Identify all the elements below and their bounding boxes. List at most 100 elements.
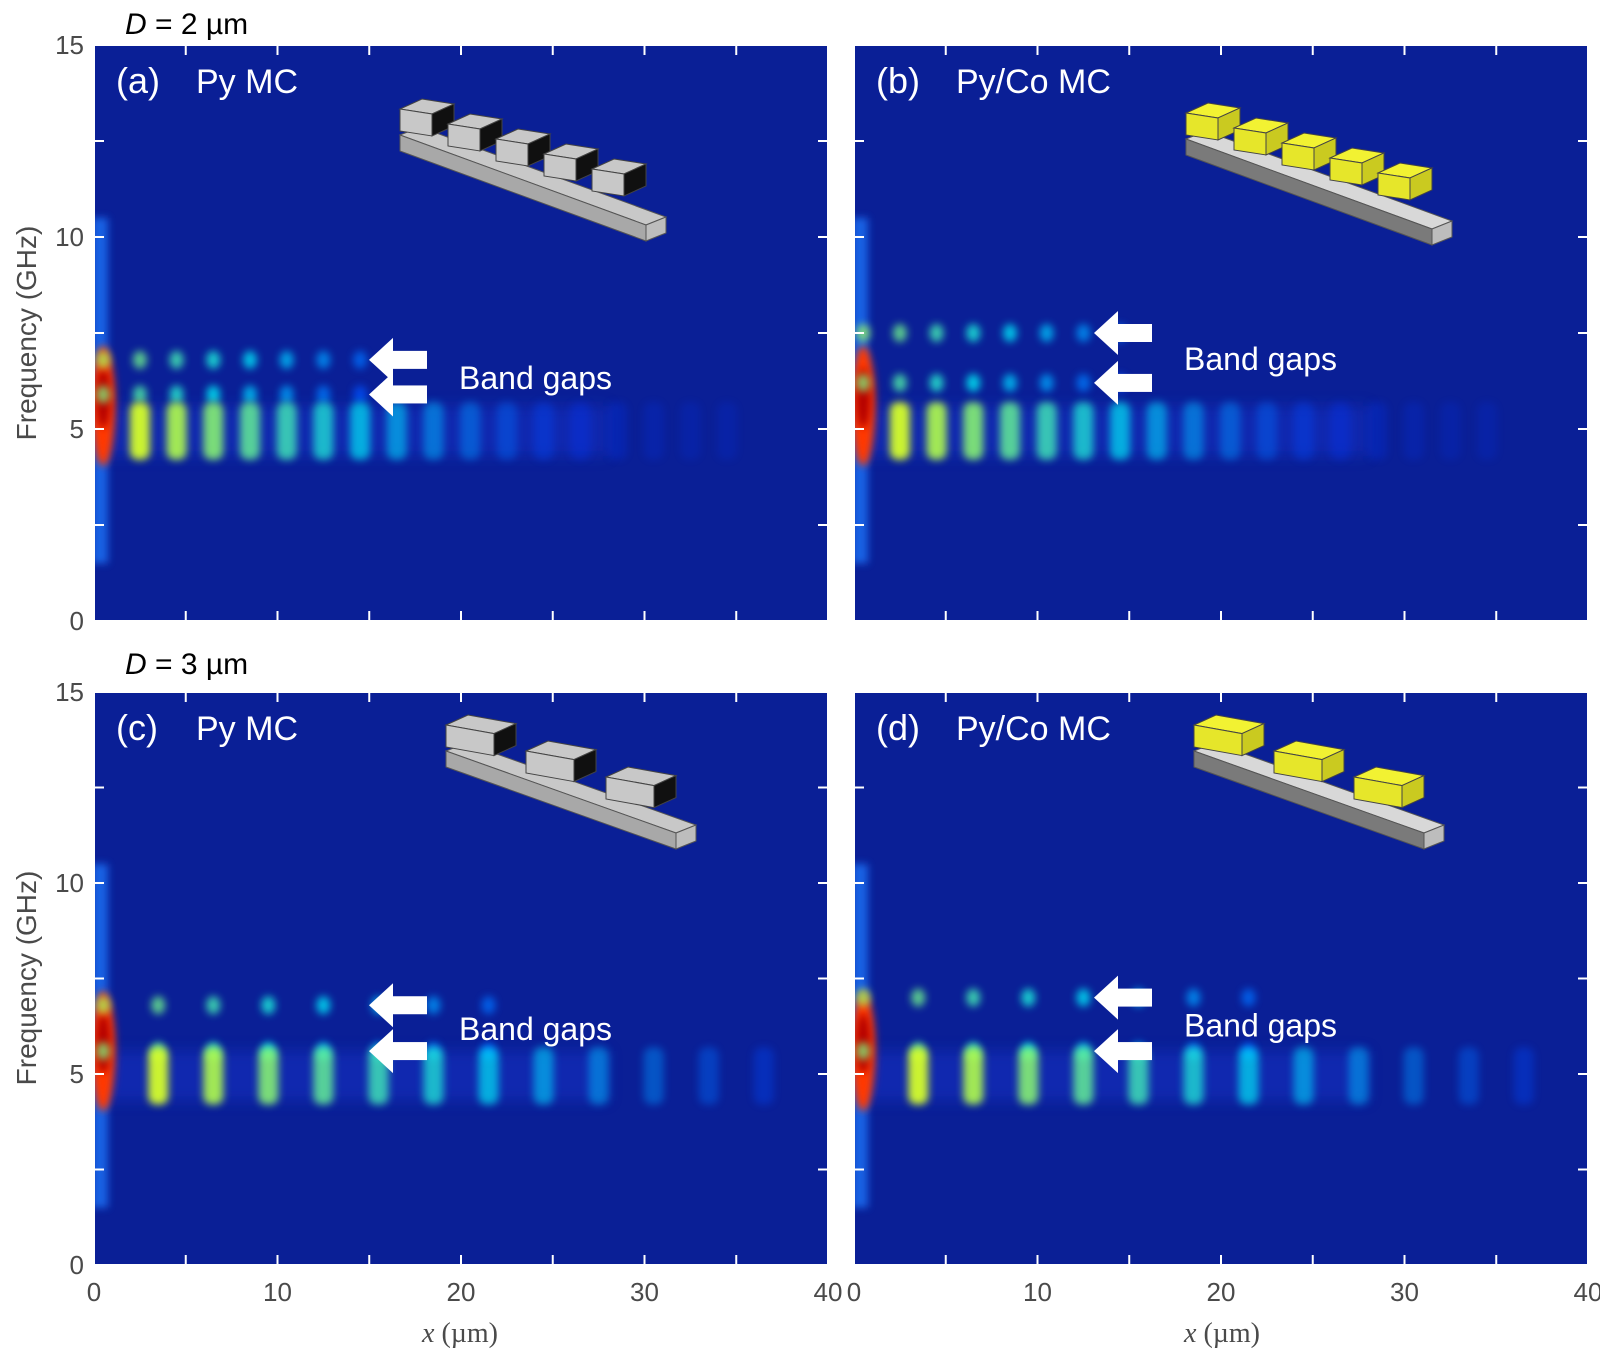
panel-label: Py MC bbox=[196, 63, 298, 101]
harmonic-spot bbox=[1076, 324, 1091, 342]
x-tick-label: 30 bbox=[1390, 1277, 1419, 1307]
sample-illustration bbox=[1184, 102, 1454, 246]
band-peak bbox=[1348, 1047, 1369, 1105]
harmonic-spot bbox=[279, 385, 294, 404]
band-gaps-annotation: Band gaps bbox=[1184, 341, 1337, 377]
harmonic-spot bbox=[856, 1042, 871, 1061]
band-peak bbox=[148, 1047, 169, 1105]
panel-letter: (c) bbox=[116, 707, 158, 748]
band-peak bbox=[606, 402, 627, 460]
plot-area bbox=[94, 692, 828, 1265]
x-axis-var-right: x bbox=[1183, 1318, 1197, 1349]
harmonic-spot bbox=[929, 373, 944, 392]
y-tick-label: 15 bbox=[55, 30, 84, 60]
panel-letter: (b) bbox=[876, 60, 920, 101]
plot-area bbox=[854, 692, 1588, 1265]
band-peak bbox=[166, 402, 187, 460]
harmonic-spot bbox=[856, 373, 871, 392]
band-peak bbox=[1073, 1047, 1094, 1105]
band-peak bbox=[313, 1047, 334, 1105]
band-gap-arrow bbox=[369, 372, 427, 417]
band-peak bbox=[313, 402, 334, 460]
y-tick-label: 0 bbox=[70, 606, 84, 636]
band-gaps-annotation: Band gaps bbox=[459, 360, 612, 396]
harmonic-spot bbox=[261, 996, 276, 1015]
band-peak bbox=[1403, 402, 1424, 460]
sample-illustration bbox=[1192, 714, 1446, 850]
band-peak bbox=[999, 402, 1020, 460]
band-peak bbox=[203, 402, 224, 460]
x-tick-label: 10 bbox=[263, 1277, 292, 1307]
band-gap-arrow bbox=[369, 1029, 427, 1074]
band-peak bbox=[680, 402, 701, 460]
harmonic-spot bbox=[206, 996, 221, 1015]
panel-letter: (a) bbox=[116, 60, 160, 101]
band-peak bbox=[643, 402, 664, 460]
harmonic-spot bbox=[316, 385, 331, 404]
x-axis-var-left: x bbox=[421, 1318, 435, 1349]
harmonic-spot bbox=[966, 373, 981, 392]
band-peak bbox=[698, 1047, 719, 1105]
band-peak bbox=[926, 402, 947, 460]
harmonic-spot bbox=[206, 350, 221, 369]
band-peak bbox=[1220, 402, 1241, 460]
x-tick-label: 20 bbox=[447, 1277, 476, 1307]
y-tick-label: 0 bbox=[70, 1250, 84, 1280]
panel-d: 0 10 20 30 40 (d) Py/Co MC Band gaps bbox=[847, 691, 1600, 1307]
x-axis-label-left: x (µm) bbox=[421, 1318, 498, 1349]
band-glow bbox=[94, 1051, 608, 1101]
panel-label: Py/Co MC bbox=[956, 710, 1111, 748]
y-axis-label-bottom: Frequency (GHz) bbox=[11, 871, 42, 1086]
x-axis-unit-left: (µm) bbox=[441, 1318, 498, 1349]
harmonic-spot bbox=[1002, 324, 1017, 342]
band-peak bbox=[1238, 1047, 1259, 1105]
harmonic-spot bbox=[892, 373, 907, 392]
band-peak bbox=[1256, 402, 1277, 460]
x-axis-label-right: x (µm) bbox=[1183, 1318, 1260, 1349]
harmonic-spot bbox=[426, 996, 441, 1015]
band-peak bbox=[1366, 402, 1387, 460]
band-peak bbox=[1330, 402, 1351, 460]
harmonic-spot bbox=[481, 996, 496, 1015]
harmonic-spot bbox=[911, 988, 926, 1007]
band-peak bbox=[496, 402, 517, 460]
sample-illustration bbox=[444, 714, 698, 850]
band-peak bbox=[533, 402, 554, 460]
harmonic-spot bbox=[353, 385, 368, 404]
harmonic-spot bbox=[1039, 373, 1054, 392]
x-tick-label: 40 bbox=[1574, 1277, 1600, 1307]
y-tick-label: 5 bbox=[70, 414, 84, 444]
harmonic-spot bbox=[96, 996, 111, 1015]
band-gap-arrow bbox=[1094, 360, 1152, 405]
band-peak bbox=[478, 1047, 499, 1105]
x-tick-label: 0 bbox=[87, 1277, 101, 1307]
y-axis-label-top: Frequency (GHz) bbox=[11, 226, 42, 441]
band-peak bbox=[533, 1047, 554, 1105]
harmonic-spot bbox=[856, 988, 871, 1007]
panel-label: Py/Co MC bbox=[956, 63, 1111, 101]
band-gap-arrow bbox=[369, 983, 427, 1028]
band-gap-arrow bbox=[1094, 311, 1152, 355]
harmonic-spot bbox=[206, 385, 221, 404]
panel-a: 0 5 10 15 (a) Py MC Band gaps bbox=[55, 30, 829, 636]
x-tick-label: 30 bbox=[630, 1277, 659, 1307]
band-peak bbox=[570, 402, 591, 460]
x-tick-label: 40 bbox=[814, 1277, 843, 1307]
x-tick-label: 20 bbox=[1207, 1277, 1236, 1307]
band-gaps-annotation: Band gaps bbox=[1184, 1007, 1337, 1043]
harmonic-spot bbox=[1076, 988, 1091, 1007]
x-axis-unit-right: (µm) bbox=[1203, 1318, 1260, 1349]
band-peak bbox=[460, 402, 481, 460]
harmonic-spot bbox=[1186, 988, 1201, 1007]
band-peak bbox=[1183, 1047, 1204, 1105]
band-peak bbox=[643, 1047, 664, 1105]
harmonic-spot bbox=[96, 385, 111, 404]
harmonic-spot bbox=[169, 350, 184, 369]
row-title-d3-var: D bbox=[125, 648, 147, 681]
row-title-d3-rest: = 3 µm bbox=[147, 648, 248, 681]
harmonic-spot bbox=[966, 324, 981, 342]
harmonic-spot bbox=[279, 350, 294, 369]
band-peak bbox=[1146, 402, 1167, 460]
band-peak bbox=[1128, 1047, 1149, 1105]
harmonic-spot bbox=[316, 996, 331, 1015]
